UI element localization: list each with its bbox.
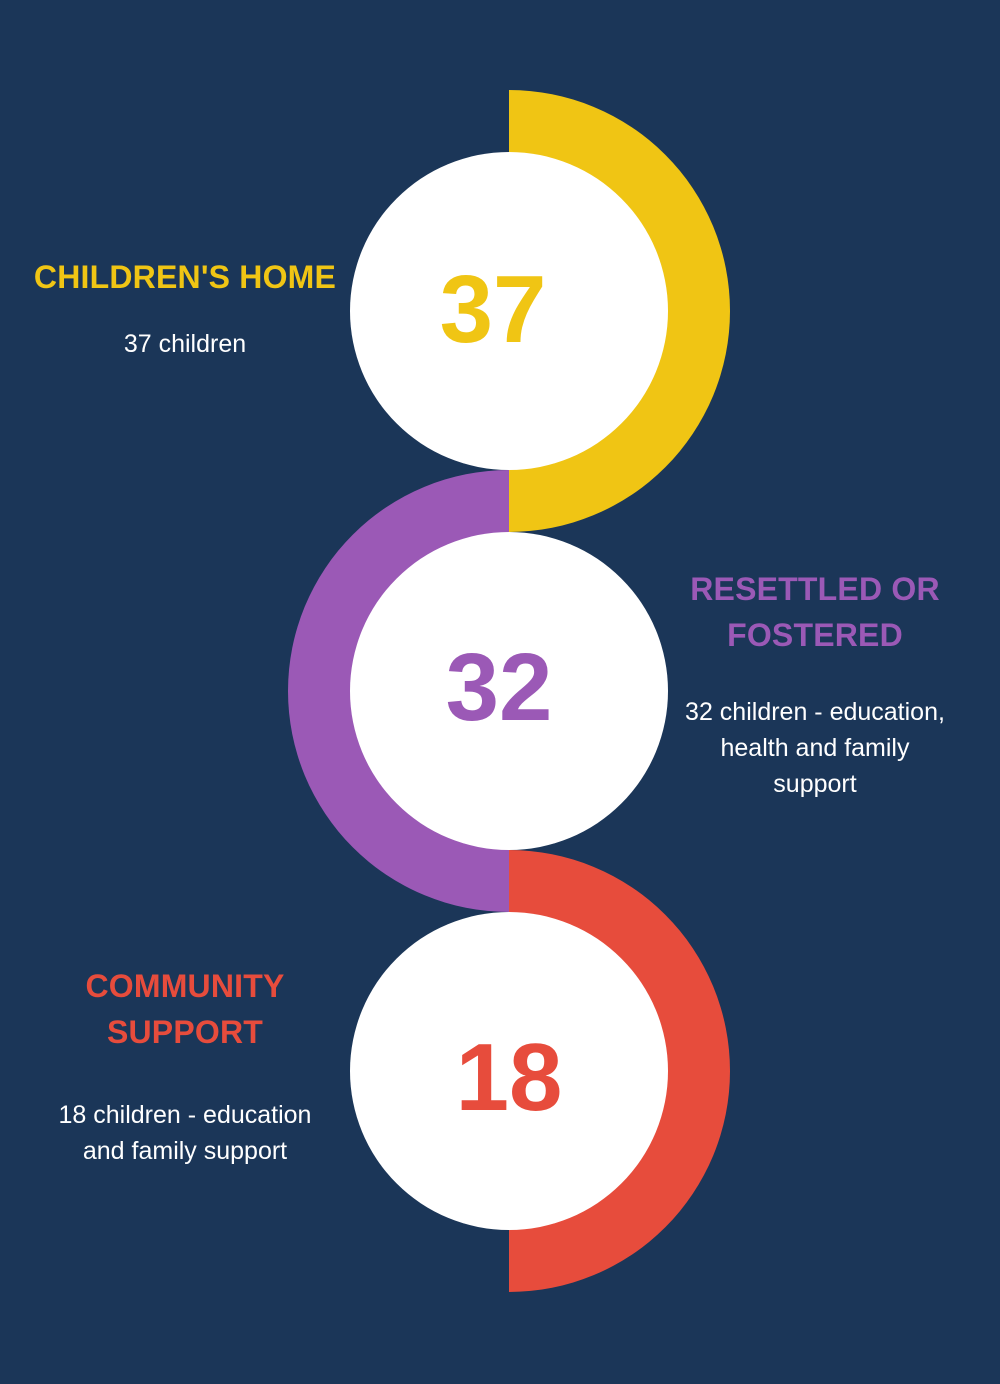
section-title: RESETTLED OR FOSTERED bbox=[690, 571, 940, 653]
info-block-resettled: RESETTLED OR FOSTERED 32 children - educ… bbox=[680, 566, 950, 802]
section-description: 37 children bbox=[123, 330, 247, 358]
stat-number-resettled: 32 bbox=[445, 634, 553, 741]
white-circle-2 bbox=[350, 532, 668, 850]
stat-number-community: 18 bbox=[455, 1024, 563, 1131]
info-block-childrens-home: CHILDREN'S HOME 37 children bbox=[20, 254, 350, 362]
white-circle-1 bbox=[350, 152, 668, 470]
section-description: 18 children - education and family suppo… bbox=[58, 1101, 312, 1165]
stat-number-childrens-home: 37 bbox=[439, 256, 547, 363]
info-block-community: COMMUNITY SUPPORT 18 children - educatio… bbox=[40, 963, 330, 1169]
section-title: CHILDREN'S HOME bbox=[33, 259, 337, 295]
section-description: 32 children - education, health and fami… bbox=[685, 698, 945, 798]
white-circle-3 bbox=[350, 912, 668, 1230]
section-title: COMMUNITY SUPPORT bbox=[85, 968, 285, 1050]
